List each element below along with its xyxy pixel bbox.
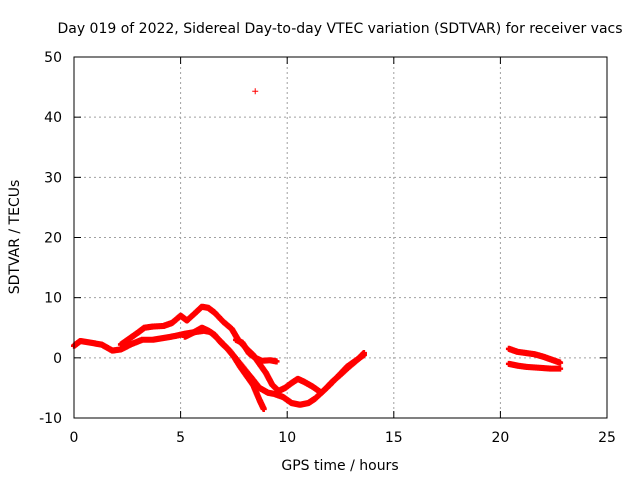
grid-lines bbox=[74, 57, 607, 418]
y-tick-label: 50 bbox=[44, 50, 62, 66]
data-trace bbox=[505, 360, 564, 372]
x-tick-label: 20 bbox=[491, 430, 509, 446]
outlier-point bbox=[252, 88, 259, 95]
data-trace bbox=[233, 336, 280, 365]
x-tick-label: 0 bbox=[70, 430, 79, 446]
data-trace bbox=[505, 345, 564, 366]
x-tick-label: 10 bbox=[278, 430, 296, 446]
y-tick-label: 0 bbox=[53, 351, 62, 367]
data-trace bbox=[181, 324, 267, 412]
y-tick-label: 40 bbox=[44, 110, 62, 126]
y-axis-label: SDTVAR / TECUs bbox=[7, 180, 23, 295]
data-points bbox=[71, 88, 564, 412]
chart-title: Day 019 of 2022, Sidereal Day-to-day VTE… bbox=[57, 21, 622, 37]
x-tick-label: 15 bbox=[385, 430, 403, 446]
y-tick-label: 20 bbox=[44, 231, 62, 247]
y-tick-label: 30 bbox=[44, 170, 62, 186]
x-tick-label: 25 bbox=[598, 430, 616, 446]
y-tick-label: -10 bbox=[39, 411, 62, 427]
x-axis-label: GPS time / hours bbox=[281, 458, 398, 474]
data-trace bbox=[117, 303, 367, 396]
axis-ticks: 0 5 10 15 20 25 -10 0 10 20 30 40 50 bbox=[39, 50, 616, 446]
x-tick-label: 5 bbox=[176, 430, 185, 446]
y-tick-label: 10 bbox=[44, 291, 62, 307]
